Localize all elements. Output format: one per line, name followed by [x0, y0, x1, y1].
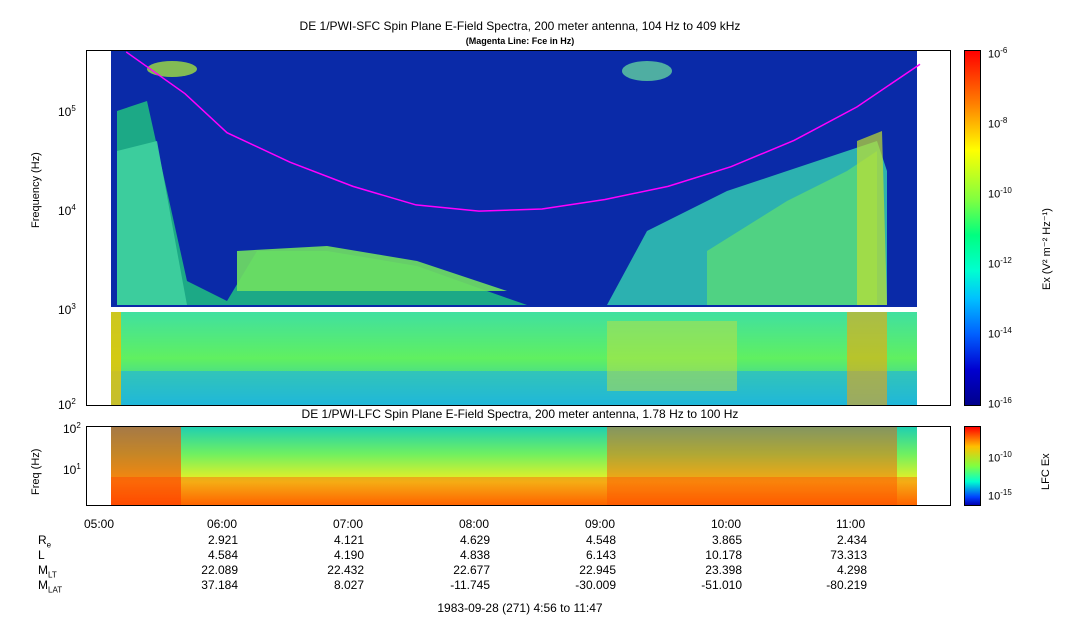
- orbit-row-value: 37.184: [201, 578, 238, 592]
- sfc-cb-tick: 10-12: [988, 256, 1012, 271]
- orbit-row-value: 4.629: [459, 533, 490, 547]
- orbit-row-value: 3.865: [711, 533, 742, 547]
- sfc-cb-tick: 10-16: [988, 396, 1012, 411]
- orbit-row-value: 4.298: [836, 563, 867, 577]
- xtick: 08:00: [459, 517, 490, 531]
- lfc-cb-tick: 10-15: [988, 488, 1012, 503]
- orbit-row-value: 22.089: [201, 563, 238, 577]
- xtick: 06:00: [207, 517, 238, 531]
- sfc-ytick-1e2: 102: [58, 397, 76, 412]
- lfc-ytick-1e1: 101: [63, 462, 81, 477]
- xtick: 09:00: [585, 517, 616, 531]
- xtick: 10:00: [711, 517, 742, 531]
- orbit-row-value: 4.584: [207, 548, 238, 562]
- orbit-row-value: 2.921: [207, 533, 238, 547]
- sfc-ytick-1e5: 105: [58, 104, 76, 119]
- sfc-plot-frame: [86, 50, 951, 406]
- fce-line: [125, 51, 921, 212]
- panel2-title: DE 1/PWI-LFC Spin Plane E-Field Spectra,…: [301, 407, 739, 421]
- orbit-row-value: -30.009: [575, 578, 616, 592]
- lfc-ytick-1e2: 102: [63, 421, 81, 436]
- sfc-cb-tick: 10-8: [988, 116, 1008, 131]
- xtick: 05:00: [84, 517, 115, 531]
- orbit-row-value: -80.219: [826, 578, 867, 592]
- orbit-row-value: 4.190: [333, 548, 364, 562]
- sfc-cb-tick: 10-6: [988, 46, 1008, 61]
- orbit-row-value: 22.432: [327, 563, 364, 577]
- lfc-colorbar-label: LFC Ex: [1040, 453, 1052, 490]
- orbit-row-label: L: [38, 548, 45, 562]
- lfc-ylabel: Freq (Hz): [30, 448, 42, 495]
- sfc-ytick-1e4: 104: [58, 203, 76, 218]
- orbit-row-value: 8.027: [333, 578, 364, 592]
- lfc-colorbar: [964, 426, 981, 506]
- sfc-cb-tick: 10-14: [988, 326, 1012, 341]
- orbit-row-label: MLAT: [38, 578, 63, 595]
- orbit-row-label: Re: [38, 533, 52, 550]
- orbit-row-value: 2.434: [836, 533, 867, 547]
- time-range-footer: 1983-09-28 (271) 4:56 to 11:47: [437, 601, 603, 615]
- panel1-title: DE 1/PWI-SFC Spin Plane E-Field Spectra,…: [299, 19, 741, 33]
- orbit-row-label: MLT: [38, 563, 57, 580]
- orbit-row-value: 10.178: [705, 548, 742, 562]
- orbit-row-value: 4.838: [459, 548, 490, 562]
- xtick: 11:00: [836, 517, 866, 531]
- orbit-row-value: 4.548: [585, 533, 616, 547]
- orbit-row-value: -11.745: [450, 578, 490, 592]
- lfc-spectrogram: [111, 427, 950, 505]
- orbit-row-value: 73.313: [830, 548, 867, 562]
- orbit-row-value: 4.121: [333, 533, 364, 547]
- sfc-ytick-1e3: 103: [58, 302, 76, 317]
- orbit-row-value: 6.143: [585, 548, 616, 562]
- sfc-ylabel: Frequency (Hz): [30, 152, 42, 228]
- panel1-subtitle: (Magenta Line: Fce in Hz): [465, 36, 575, 46]
- lfc-cb-tick: 10-10: [988, 450, 1012, 465]
- orbit-row-value: 22.677: [453, 563, 490, 577]
- sfc-colorbar-label: Ex (V² m⁻² Hz⁻¹): [1041, 208, 1053, 290]
- lfc-plot-frame: [86, 426, 951, 506]
- orbit-row-value: 23.398: [705, 563, 742, 577]
- orbit-row-value: 22.945: [579, 563, 616, 577]
- sfc-spectrogram: [111, 51, 950, 405]
- sfc-colorbar: [964, 50, 981, 406]
- xtick: 07:00: [333, 517, 364, 531]
- orbit-row-value: -51.010: [701, 578, 742, 592]
- sfc-cb-tick: 10-10: [988, 186, 1012, 201]
